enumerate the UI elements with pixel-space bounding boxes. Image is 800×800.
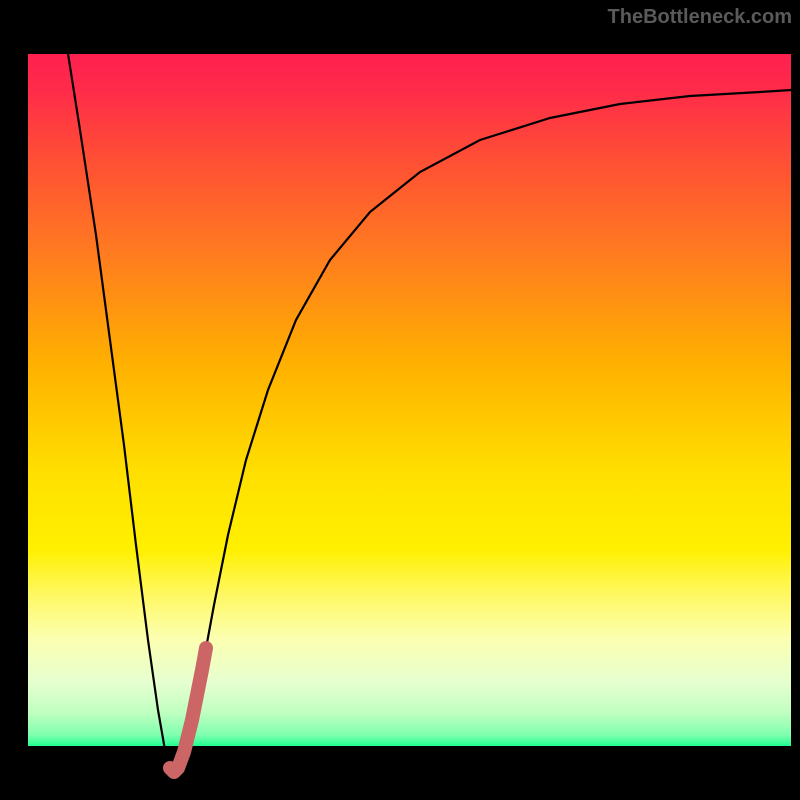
frame-left	[0, 0, 28, 800]
plot-background	[28, 28, 791, 772]
chart-container: TheBottleneck.com	[0, 0, 800, 800]
bottleneck-chart	[0, 0, 800, 800]
attribution-text: TheBottleneck.com	[608, 6, 792, 29]
frame-right	[791, 0, 800, 800]
frame-bottom	[0, 772, 800, 800]
